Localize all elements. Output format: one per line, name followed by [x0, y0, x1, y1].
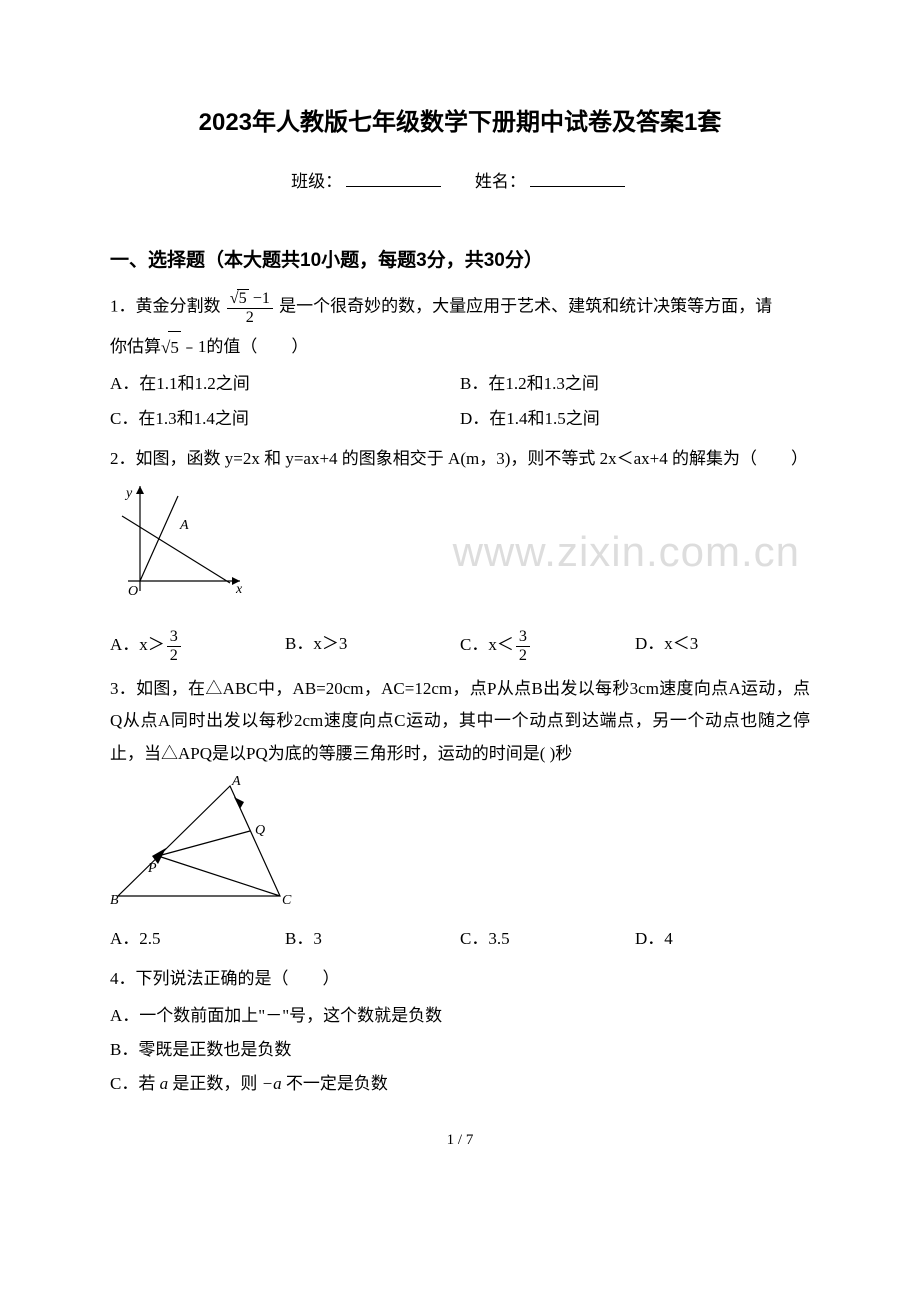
question-3: 3．如图，在△ABC中，AB=20cm，AC=12cm，点P从点B出发以每秒3c…: [110, 673, 810, 957]
name-label: 姓名：: [475, 172, 526, 191]
q3-optC: C．3.5: [460, 923, 635, 955]
q2-text: 2．如图，函数 y=2x 和 y=ax+4 的图象相交于 A(m，3)，则不等式…: [110, 443, 810, 475]
q4-optB: B．零既是正数也是负数: [110, 1034, 810, 1066]
svg-text:Q: Q: [255, 823, 265, 838]
q3-optA: A．2.5: [110, 923, 285, 955]
q2-optA: A．x＞32: [110, 628, 285, 665]
q2-optC: C．x＜32: [460, 628, 635, 665]
q1-fraction: √5 −1 2: [227, 289, 273, 327]
question-1: 1．黄金分割数 √5 −1 2 是一个很奇妙的数，大量应用于艺术、建筑和统计决策…: [110, 289, 810, 437]
question-2: 2．如图，函数 y=2x 和 y=ax+4 的图象相交于 A(m，3)，则不等式…: [110, 443, 810, 667]
q1-text-c: 你估算: [110, 337, 161, 356]
q1-line1: 1．黄金分割数 √5 −1 2 是一个很奇妙的数，大量应用于艺术、建筑和统计决策…: [110, 289, 810, 327]
watermark: www.zixin.com.cn: [453, 512, 800, 592]
q2-optB: B．x＞3: [285, 628, 460, 665]
svg-text:A: A: [231, 776, 241, 789]
svg-text:B: B: [110, 893, 119, 906]
svg-text:y: y: [124, 486, 133, 501]
section-heading: 一、选择题（本大题共10小题，每题3分，共30分）: [110, 243, 810, 279]
svg-text:C: C: [282, 893, 292, 906]
question-4: 4．下列说法正确的是（ ） A．一个数前面加上"－"号，这个数就是负数 B．零既…: [110, 963, 810, 1100]
q1-optD: D．在1.4和1.5之间: [460, 403, 810, 435]
svg-text:P: P: [147, 861, 157, 876]
q1-text-a: 黄金分割数: [136, 297, 221, 316]
q1-optA: A．在1.1和1.2之间: [110, 368, 460, 400]
q2-figure: A O x y www.zixin.com.cn: [110, 481, 810, 622]
svg-text:x: x: [235, 582, 243, 597]
doc-title: 2023年人教版七年级数学下册期中试卷及答案1套: [110, 100, 810, 146]
q1-optB: B．在1.2和1.3之间: [460, 368, 810, 400]
q3-optB: B．3: [285, 923, 460, 955]
q3-figure: A B C P Q: [110, 776, 810, 917]
q1-text-b: 是一个很奇妙的数，大量应用于艺术、建筑和统计决策等方面，请: [279, 297, 772, 316]
q4-optC: C．若 a 是正数，则 −a 不一定是负数: [110, 1068, 810, 1100]
class-label: 班级：: [291, 172, 342, 191]
class-blank: [346, 186, 441, 187]
q1-text-d: ﹣1的值（ ）: [181, 337, 309, 356]
name-blank: [530, 186, 625, 187]
q4-text: 4．下列说法正确的是（ ）: [110, 963, 810, 995]
form-line: 班级： 姓名：: [110, 166, 810, 198]
svg-text:O: O: [128, 584, 138, 599]
q4-optA: A．一个数前面加上"－"号，这个数就是负数: [110, 1000, 810, 1032]
q2-optD: D．x＜3: [635, 628, 810, 665]
svg-text:A: A: [179, 518, 189, 533]
q1-options: A．在1.1和1.2之间 B．在1.2和1.3之间 C．在1.3和1.4之间 D…: [110, 368, 810, 437]
q1-sqrt: √5: [161, 331, 181, 364]
q1-num: 1．: [110, 297, 136, 316]
q3-text: 3．如图，在△ABC中，AB=20cm，AC=12cm，点P从点B出发以每秒3c…: [110, 673, 810, 770]
q1-line2: 你估算√5﹣1的值（ ）: [110, 331, 810, 365]
q1-optC: C．在1.3和1.4之间: [110, 403, 460, 435]
page-number: 1 / 7: [110, 1126, 810, 1155]
q2-graph: A O x y: [110, 481, 250, 611]
q3-options: A．2.5 B．3 C．3.5 D．4: [110, 923, 810, 957]
q3-optD: D．4: [635, 923, 810, 955]
q3-triangle: A B C P Q: [110, 776, 295, 906]
q2-options: A．x＞32 B．x＞3 C．x＜32 D．x＜3: [110, 628, 810, 667]
